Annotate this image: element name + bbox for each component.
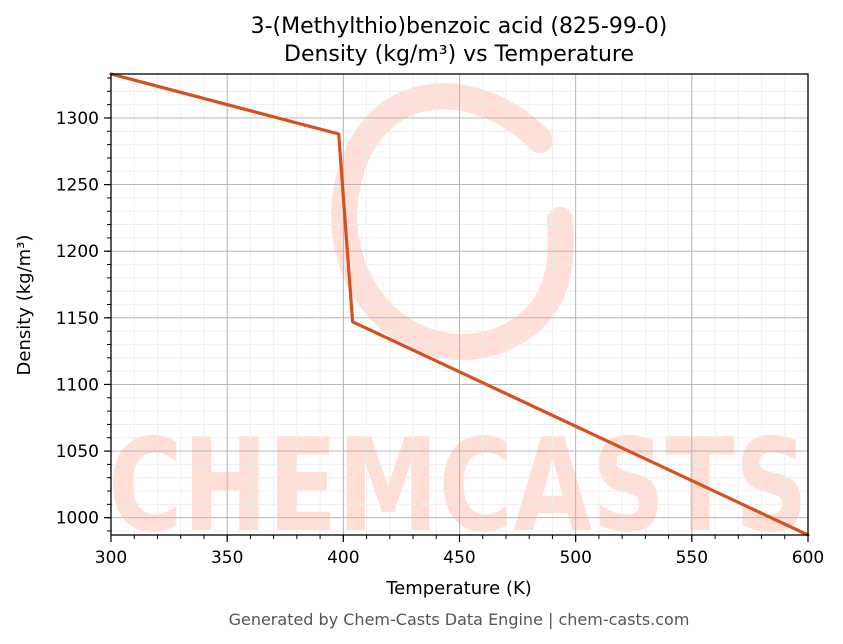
y-axis-label: Density (kg/m³) (14, 235, 35, 376)
x-tick-label: 600 (792, 548, 824, 568)
x-tick-label: 450 (443, 548, 475, 568)
y-tick-label: 1300 (56, 109, 99, 129)
series-layer (109, 72, 810, 537)
y-tick-label: 1250 (56, 176, 99, 196)
x-tick-label: 350 (211, 548, 243, 568)
x-tick-label: 300 (95, 548, 127, 568)
x-axis-ticks: 300 350 400 450 500 550 600 (95, 535, 824, 568)
watermark-swirl-icon (331, 83, 574, 360)
y-axis-ticks: 1000 1050 1100 1150 1200 1250 1300 (56, 77, 111, 532)
x-axis-label: Temperature (K) (385, 578, 532, 599)
density-series-line (109, 72, 810, 537)
footer-credit: Generated by Chem-Casts Data Engine | ch… (229, 610, 690, 629)
chart-subtitle: Density (kg/m³) vs Temperature (284, 42, 634, 67)
y-tick-label: 1200 (56, 242, 99, 262)
y-tick-label: 1150 (56, 309, 99, 329)
y-tick-label: 1000 (56, 509, 99, 529)
chart-title: 3-(Methylthio)benzoic acid (825-99-0) (251, 14, 668, 39)
x-tick-label: 400 (327, 548, 359, 568)
x-tick-label: 500 (559, 548, 591, 568)
x-tick-label: 550 (676, 548, 708, 568)
y-tick-label: 1050 (56, 442, 99, 462)
y-tick-label: 1100 (56, 375, 99, 395)
